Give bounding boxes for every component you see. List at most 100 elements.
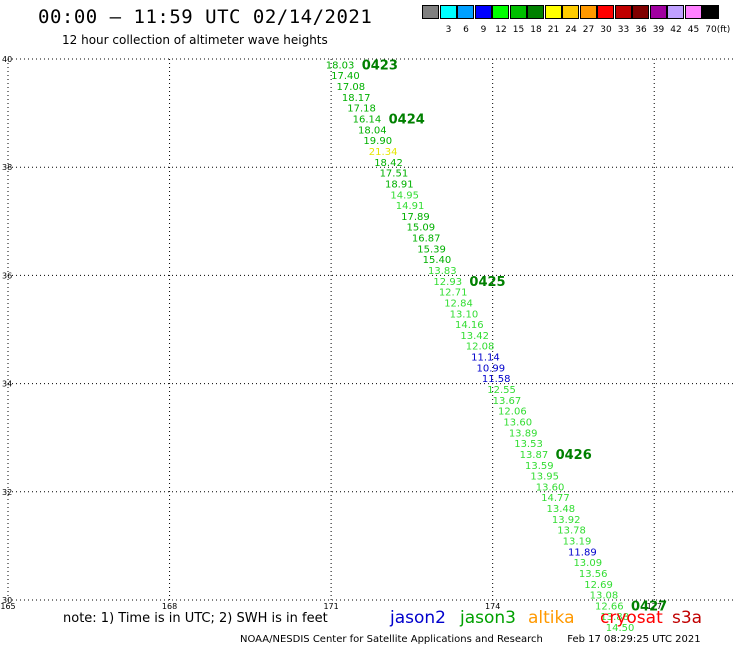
wave-height-label: 13.42: [460, 331, 489, 342]
scale-swatch: [667, 5, 684, 19]
wave-height-label: 14.77: [541, 493, 570, 504]
mission-jason2: jason2: [390, 608, 446, 628]
scale-label: 27: [582, 25, 595, 35]
scale-swatch: [509, 5, 527, 19]
page-title: 00:00 – 11:59 UTC 02/14/2021: [38, 6, 373, 28]
scale-swatch: [544, 5, 562, 19]
lon-tick-label: 165: [0, 602, 15, 611]
scale-swatch: [562, 5, 579, 19]
lat-tick-label: 40: [2, 55, 12, 64]
scale-label: 39: [652, 25, 665, 35]
time-mark-label: 0425: [469, 275, 505, 290]
wave-height-label: 13.83: [428, 266, 457, 277]
scale-swatch: [422, 5, 439, 19]
mission-s3a: s3a: [672, 608, 703, 628]
mission-altika: altika: [528, 608, 575, 628]
wave-height-label: 11.58: [482, 374, 511, 385]
lat-tick-label: 34: [2, 380, 12, 389]
wave-height-label: 12.08: [466, 342, 495, 353]
scale-label: 42: [670, 25, 682, 35]
wave-height-label: 13.48: [547, 504, 576, 515]
wave-height-label: 17.08: [336, 82, 365, 93]
wave-height-label: 11.14: [471, 353, 500, 364]
wave-height-label: 18.17: [342, 93, 371, 104]
wave-height-label: 15.09: [407, 223, 436, 234]
scale-swatch: [457, 5, 474, 19]
lat-tick-label: 30: [2, 596, 12, 605]
wave-height-label: 12.55: [487, 385, 516, 396]
footer-credit: NOAA/NESDIS Center for Satellite Applica…: [240, 634, 543, 645]
scale-unit-label: (ft): [716, 25, 731, 35]
wave-height-label: 13.56: [579, 569, 608, 580]
wave-height-label: 16.14: [353, 115, 382, 126]
lon-tick-label: 177: [647, 602, 662, 611]
lon-tick-label: 174: [485, 602, 500, 611]
wave-height-label: 13.59: [525, 461, 554, 472]
scale-label: 70: [705, 25, 717, 35]
wave-height-label: 12.84: [444, 298, 473, 309]
scale-label: 18: [530, 25, 542, 35]
wave-height-label: 13.95: [530, 472, 559, 483]
wave-height-label: 13.92: [552, 515, 581, 526]
wave-height-label: 12.69: [584, 580, 613, 591]
wave-height-label: 18.91: [385, 179, 414, 190]
mission-jason3: jason3: [460, 608, 516, 628]
wave-height-label: 16.87: [412, 234, 441, 245]
wave-height-label: 17.40: [331, 71, 360, 82]
scale-label: 24: [565, 25, 577, 35]
wave-height-label: 13.78: [557, 526, 586, 537]
wave-height-label: 12.93: [433, 277, 462, 288]
lon-tick-label: 171: [323, 602, 338, 611]
wave-height-label: 13.60: [536, 482, 565, 493]
scale-label: 9: [480, 25, 487, 35]
lon-tick-label: 168: [162, 602, 177, 611]
wave-height-label: 12.71: [439, 288, 468, 299]
wave-height-label: 13.60: [503, 417, 532, 428]
wave-height-label: 18.03: [326, 60, 355, 71]
wave-height-label: 13.87: [520, 450, 549, 461]
wave-height-label: 12.06: [498, 407, 527, 418]
time-mark-label: 0427: [631, 599, 667, 614]
scale-swatch: [684, 5, 702, 19]
wave-height-label: 13.08: [590, 591, 619, 602]
wave-height-label: 17.89: [401, 212, 430, 223]
wave-height-label: 13.89: [509, 428, 538, 439]
scale-label: 15: [512, 25, 525, 35]
scale-label: 36: [635, 25, 647, 35]
scale-swatch: [579, 5, 597, 19]
scale-label: 3: [445, 25, 452, 35]
footer-timestamp: Feb 17 08:29:25 UTC 2021: [567, 634, 701, 645]
scale-label: 6: [463, 25, 469, 35]
wave-height-label: 12.66: [595, 601, 624, 612]
wave-height-label: 14.50: [606, 623, 635, 634]
time-mark-label: 0424: [389, 113, 425, 128]
lat-tick-label: 38: [2, 163, 12, 172]
scale-swatch: [649, 5, 667, 19]
wave-height-label: 14.95: [390, 190, 419, 201]
time-mark-label: 0423: [362, 58, 398, 73]
page-subtitle: 12 hour collection of altimeter wave hei…: [62, 33, 328, 47]
scale-swatch: [492, 5, 509, 19]
time-mark-label: 0426: [556, 448, 592, 463]
wave-height-label: 14.16: [455, 320, 484, 331]
scale-swatch: [632, 5, 649, 19]
wave-height-label: 13.88: [600, 612, 629, 623]
scale-swatch: [614, 5, 632, 19]
scale-swatch: [597, 5, 614, 19]
wave-height-label: 15.39: [417, 244, 446, 255]
scale-swatch: [474, 5, 492, 19]
wave-height-label: 17.18: [347, 104, 376, 115]
scale-swatch: [527, 5, 544, 19]
wave-height-label: 18.42: [374, 158, 403, 169]
scale-label: 45: [687, 25, 700, 35]
wave-height-label: 13.19: [563, 536, 592, 547]
wave-height-label: 13.67: [493, 396, 522, 407]
scale-label: 33: [617, 25, 630, 35]
wave-height-label: 11.89: [568, 547, 597, 558]
wave-height-label: 17.51: [380, 169, 409, 180]
wave-height-label: 13.53: [514, 439, 543, 450]
lat-tick-label: 32: [2, 488, 12, 497]
wave-height-label: 14.91: [396, 201, 425, 212]
scale-label: 21: [547, 25, 560, 35]
